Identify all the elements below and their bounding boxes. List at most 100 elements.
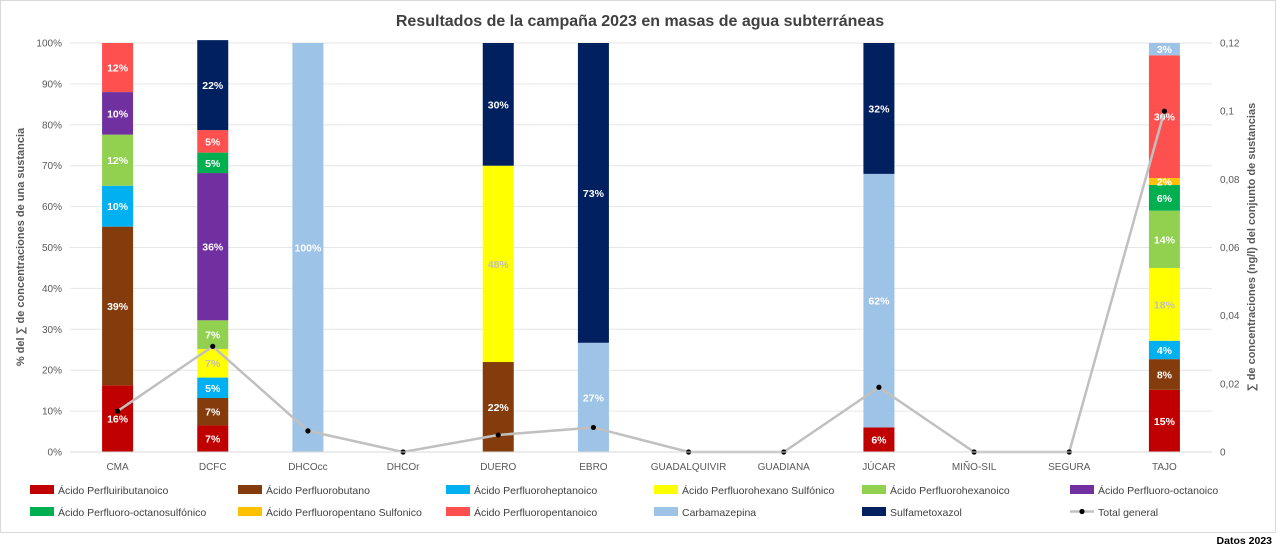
data-label: 73% xyxy=(583,188,605,200)
y-tick-label: 90% xyxy=(42,79,62,90)
total-line-point xyxy=(114,408,121,414)
y2-tick-label: 0,06 xyxy=(1220,243,1240,254)
total-line xyxy=(114,108,1168,455)
x-tick-label: DHCOcc xyxy=(288,462,327,473)
y2-tick-label: 0,02 xyxy=(1220,379,1240,390)
data-label: 10% xyxy=(107,201,129,213)
axes: 0% 10% 20% 30% 40% 50% 60% 70% 80% 90% 100% 0 0,02 0,… xyxy=(36,39,1239,474)
legend-swatch xyxy=(654,485,678,494)
data-label: 6% xyxy=(1157,193,1173,205)
bar-segment xyxy=(197,173,229,321)
legend-label: Ácido Perfluoroheptanoico xyxy=(474,484,597,497)
data-label: 12% xyxy=(107,63,129,75)
data-label: 27% xyxy=(583,392,605,404)
y-tick-label: 40% xyxy=(42,284,62,295)
y-tick-label: 100% xyxy=(36,39,62,50)
total-line-point xyxy=(590,424,597,431)
bar-segment xyxy=(197,377,229,399)
legend-swatch xyxy=(30,507,54,516)
data-label: 32% xyxy=(868,103,890,115)
bars: 16% 7% 6% 15% 39% 7% 22% 8% 10% 5% 4% 7% 48% 18% 12% 7%… xyxy=(102,40,1180,452)
bar-segment xyxy=(102,385,134,452)
x-tick-label: GUADALQUIVIR xyxy=(651,462,727,473)
data-label: 16% xyxy=(107,414,129,426)
bar-segment xyxy=(482,43,514,166)
data-label: 30% xyxy=(488,99,510,111)
total-line-point xyxy=(495,432,501,438)
footer-note: Datos 2023 xyxy=(1216,535,1272,547)
data-label: 30% xyxy=(1154,112,1176,124)
legend-label: Ácido Perfluoro-octanosulfónico xyxy=(58,506,206,519)
data-label: 5% xyxy=(205,158,221,170)
bar-segment xyxy=(1148,43,1180,56)
x-tick-label: JÚCAR xyxy=(862,460,895,473)
data-label: 48% xyxy=(488,259,510,271)
y-tick-label: 0% xyxy=(48,448,63,459)
y2-tick-label: 0 xyxy=(1220,448,1226,459)
data-label: 10% xyxy=(107,108,129,120)
data-label: 3% xyxy=(1157,44,1173,56)
data-label: 100% xyxy=(294,243,322,255)
data-label: 36% xyxy=(202,242,224,254)
bar-segment xyxy=(102,185,134,227)
bar-segment xyxy=(1148,359,1180,390)
bar-segment xyxy=(197,130,229,153)
bar-segment xyxy=(1148,184,1180,211)
legend-label: Ácido Perfluoropentanoico xyxy=(474,506,597,519)
data-label: 6% xyxy=(871,435,887,447)
data-label: 22% xyxy=(488,402,510,414)
gridlines xyxy=(70,42,1212,453)
data-label: 4% xyxy=(1157,345,1173,357)
bar-segment xyxy=(863,43,895,174)
y2-tick-label: 0,04 xyxy=(1220,311,1240,322)
legend-label: Ácido Perfluiributanoico xyxy=(58,484,168,497)
data-label: 62% xyxy=(868,296,890,308)
data-label: 7% xyxy=(205,358,221,370)
bar-segment xyxy=(577,43,609,343)
x-tick-label: CMA xyxy=(106,462,129,473)
legend-label: Ácido Perfluoro-octanoico xyxy=(1098,484,1218,497)
legend-label: Carbamazepina xyxy=(682,507,756,519)
data-label: 18% xyxy=(1154,299,1176,311)
legend-label: Ácido Perfluorobutano xyxy=(266,484,370,497)
x-tick-label: TAJO xyxy=(1152,462,1177,473)
legend-label: Ácido Perfluorohexano Sulfónico xyxy=(682,484,835,497)
bar-segment xyxy=(1148,55,1180,178)
data-label: 7% xyxy=(205,330,221,342)
bar-segment xyxy=(577,342,609,452)
chart-title: Resultados de la campaña 2023 en masas d… xyxy=(396,13,884,30)
bar-segment xyxy=(102,226,134,386)
data-label: 15% xyxy=(1154,416,1176,428)
bar-segment xyxy=(482,165,514,363)
data-label: 2% xyxy=(1157,176,1173,188)
legend-label: Ácido Perfluorohexanoico xyxy=(890,484,1010,497)
y-tick-label: 60% xyxy=(42,202,62,213)
x-tick-label: SEGURA xyxy=(1048,462,1091,473)
total-line-point xyxy=(210,343,216,349)
bar-segment xyxy=(197,40,229,131)
bar-segment xyxy=(1148,340,1180,360)
legend-swatch xyxy=(238,507,262,516)
bar-segment xyxy=(102,43,134,93)
total-line-path xyxy=(116,110,1166,454)
bar-segment xyxy=(102,92,134,135)
x-tick-label: EBRO xyxy=(579,462,608,473)
data-label: 8% xyxy=(1157,369,1173,381)
legend-swatch xyxy=(446,485,470,494)
y2-tick-label: 0,08 xyxy=(1220,175,1240,186)
bar-segment xyxy=(197,425,229,452)
data-label: 22% xyxy=(202,80,224,92)
legend-label: Sulfametoxazol xyxy=(890,507,962,519)
bar-segment xyxy=(197,398,229,426)
data-label: 7% xyxy=(205,407,221,419)
bar-segment xyxy=(1148,210,1180,268)
legend-swatch xyxy=(1070,485,1094,494)
y-tick-label: 80% xyxy=(42,120,62,131)
bar-segment xyxy=(1148,389,1180,452)
legend-swatch xyxy=(238,485,262,494)
x-tick-label: DCFC xyxy=(199,462,227,473)
bar-segment xyxy=(1148,177,1180,185)
legend-marker xyxy=(1079,508,1085,515)
y-tick-label: 10% xyxy=(42,407,62,418)
